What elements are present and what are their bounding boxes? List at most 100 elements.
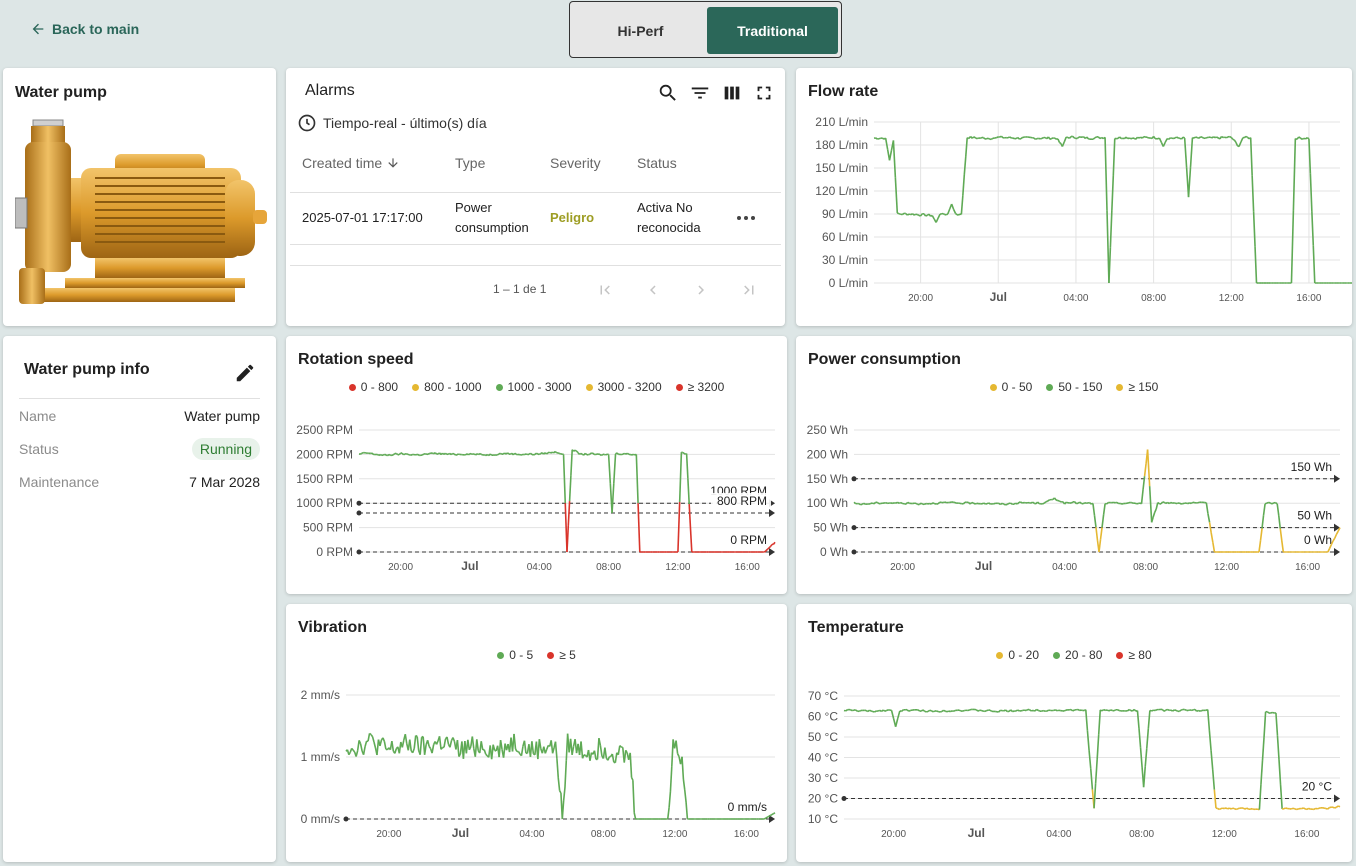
series-segment bbox=[669, 766, 673, 792]
legend-label: ≥ 150 bbox=[1128, 380, 1159, 394]
series-segment bbox=[1088, 750, 1092, 769]
search-icon[interactable] bbox=[657, 82, 679, 104]
legend-item[interactable]: ≥ 3200 bbox=[675, 380, 724, 394]
series-segment bbox=[676, 753, 680, 758]
series-segment bbox=[575, 450, 579, 454]
first-page-icon[interactable] bbox=[596, 281, 614, 299]
x-tick-label: Jul bbox=[461, 559, 478, 573]
series-segment bbox=[1160, 501, 1164, 505]
series-segment bbox=[1128, 137, 1132, 140]
series-segment bbox=[1308, 138, 1312, 174]
series-segment bbox=[668, 791, 672, 808]
series-segment bbox=[1000, 135, 1004, 139]
x-tick-label: 12:00 bbox=[665, 562, 690, 573]
series-segment bbox=[543, 452, 546, 455]
series-segment bbox=[1074, 501, 1078, 505]
series-segment bbox=[1042, 502, 1045, 505]
flow-chart: 0 L/min 30 L/min 60 L/min 90 L/min 120 L/min… bbox=[815, 115, 1352, 304]
series-segment bbox=[1168, 501, 1172, 505]
series-segment bbox=[551, 451, 555, 454]
series-segment bbox=[523, 740, 527, 754]
series-segment bbox=[1179, 709, 1182, 712]
series-segment bbox=[973, 502, 976, 505]
traditional-option[interactable]: Traditional bbox=[707, 7, 838, 54]
legend-item[interactable]: ≥ 5 bbox=[547, 648, 576, 662]
back-to-main-link[interactable]: Back to main bbox=[30, 19, 139, 39]
more-icon[interactable] bbox=[735, 209, 757, 232]
name-key: Name bbox=[19, 408, 57, 424]
legend-dot bbox=[348, 383, 356, 391]
series-segment bbox=[1306, 807, 1310, 811]
filter-icon[interactable] bbox=[689, 82, 711, 104]
series-segment bbox=[391, 454, 394, 457]
hi-perf-option[interactable]: Hi-Perf bbox=[617, 22, 664, 39]
water-pump-illustration bbox=[15, 119, 267, 304]
legend-item[interactable]: ≥ 150 bbox=[1116, 380, 1158, 394]
threshold-label-bg bbox=[1276, 458, 1336, 474]
col-status[interactable]: Status bbox=[637, 155, 677, 171]
y-tick-label: 1000 RPM bbox=[296, 496, 353, 510]
prev-page-icon[interactable] bbox=[644, 281, 662, 299]
series-segment bbox=[1213, 136, 1216, 139]
series-segment bbox=[1213, 789, 1217, 809]
status-badge: Running bbox=[191, 438, 260, 460]
series-segment bbox=[498, 452, 501, 455]
x-tick-label: Jul bbox=[968, 826, 985, 840]
fullscreen-icon[interactable] bbox=[753, 82, 775, 104]
series-segment bbox=[371, 736, 375, 743]
series-segment bbox=[1233, 139, 1237, 143]
legend-item[interactable]: ≥ 80 bbox=[1116, 648, 1152, 662]
edit-icon[interactable] bbox=[234, 362, 256, 384]
legend-item[interactable]: 0 - 5 bbox=[497, 648, 533, 662]
series-segment bbox=[1272, 711, 1275, 714]
series-segment bbox=[853, 501, 857, 505]
last-page-icon[interactable] bbox=[740, 281, 758, 299]
series-segment bbox=[942, 501, 946, 504]
y-tick-label: 40 °C bbox=[808, 751, 838, 765]
legend-item[interactable]: 0 - 50 bbox=[989, 380, 1032, 394]
time-window[interactable]: Tiempo-real - último(s) día bbox=[297, 113, 487, 133]
col-created-time[interactable]: Created time bbox=[302, 155, 400, 171]
col-severity[interactable]: Severity bbox=[550, 155, 601, 171]
series-segment bbox=[619, 745, 622, 748]
series-segment bbox=[544, 452, 547, 455]
series-segment bbox=[771, 812, 774, 816]
series-segment bbox=[398, 452, 402, 456]
series-segment bbox=[969, 501, 973, 505]
legend-item[interactable]: 1000 - 3000 bbox=[495, 380, 572, 394]
legend-dot bbox=[996, 651, 1004, 659]
legend-item[interactable]: 20 - 80 bbox=[1053, 648, 1102, 662]
series-segment bbox=[499, 452, 503, 455]
series-segment bbox=[401, 452, 405, 456]
legend-dot bbox=[547, 651, 555, 659]
series-segment bbox=[1152, 135, 1156, 140]
legend-item[interactable]: 800 - 1000 bbox=[412, 380, 482, 394]
series-segment bbox=[481, 453, 484, 456]
series-segment bbox=[416, 736, 420, 751]
legend-item[interactable]: 0 - 20 bbox=[996, 648, 1039, 662]
series-segment bbox=[406, 453, 409, 456]
series-segment bbox=[364, 740, 368, 747]
x-tick-label: 04:00 bbox=[1063, 293, 1088, 304]
series-segment bbox=[1230, 136, 1234, 140]
series-segment bbox=[1279, 528, 1283, 541]
series-segment bbox=[687, 478, 690, 505]
series-segment bbox=[1102, 503, 1106, 515]
series-segment bbox=[920, 709, 924, 712]
series-segment bbox=[1119, 136, 1122, 140]
series-segment bbox=[858, 709, 862, 713]
series-segment bbox=[635, 454, 639, 504]
col-type[interactable]: Type bbox=[455, 155, 486, 171]
legend-item[interactable]: 50 - 150 bbox=[1046, 380, 1102, 394]
legend-item[interactable]: 0 - 800 bbox=[348, 380, 398, 394]
columns-icon[interactable] bbox=[721, 82, 743, 104]
threshold-label: 50 Wh bbox=[1297, 509, 1332, 523]
x-tick-label: 04:00 bbox=[527, 562, 552, 573]
series-segment bbox=[1197, 136, 1200, 139]
series-segment bbox=[1261, 515, 1265, 529]
series-segment bbox=[867, 709, 870, 713]
legend-item[interactable]: 3000 - 3200 bbox=[585, 380, 662, 394]
series-segment bbox=[1030, 501, 1033, 504]
alarm-type-line2: consumption bbox=[455, 220, 529, 235]
next-page-icon[interactable] bbox=[692, 281, 710, 299]
